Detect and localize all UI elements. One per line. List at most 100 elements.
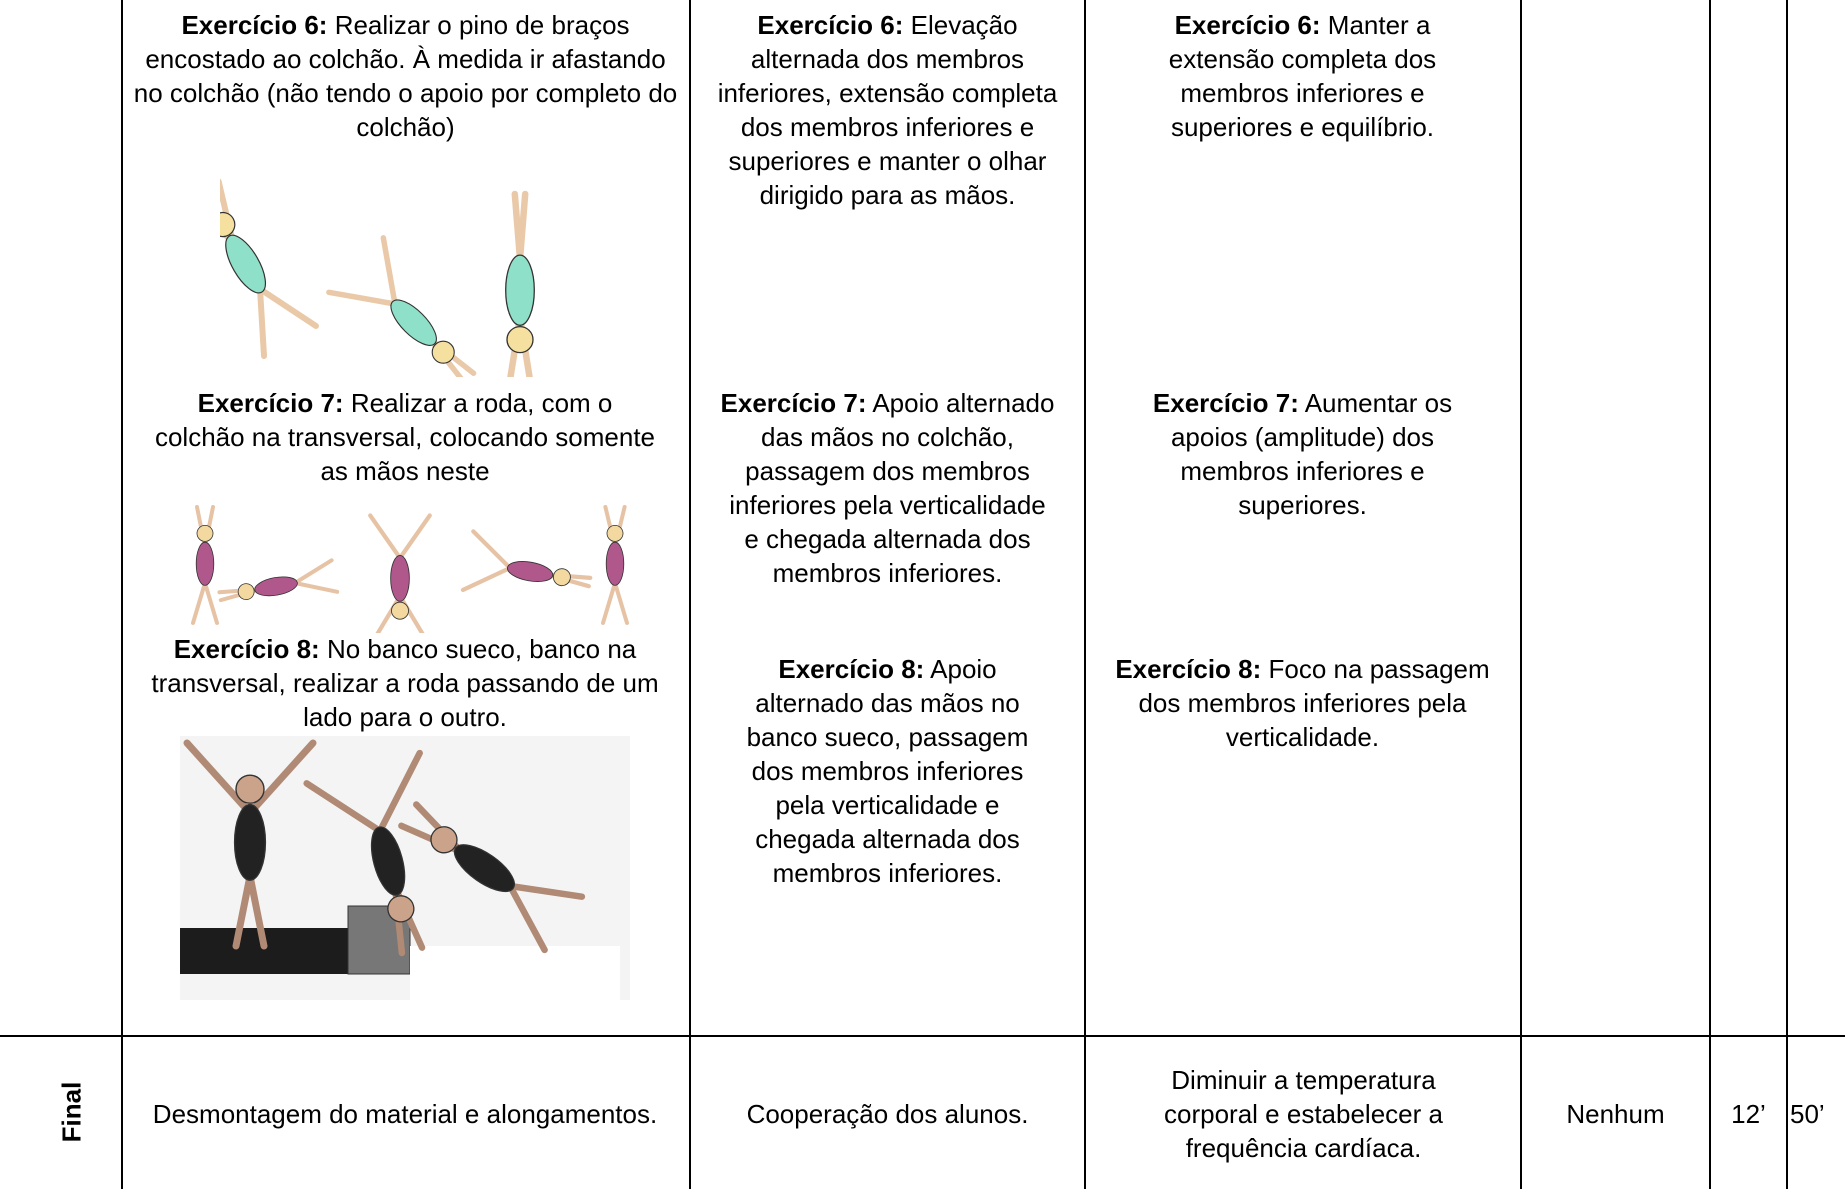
criteria-text: Exercício 6: Elevação alternada dos memb… — [700, 8, 1075, 212]
illustration-shape — [380, 235, 398, 307]
illustration-shape — [505, 190, 535, 377]
text: Elevação alternada dos membros inferiore… — [717, 10, 1058, 210]
text: Foco na passagem dos membros inferiores … — [1138, 654, 1490, 752]
illustration-shape — [233, 803, 267, 881]
column-border — [1084, 0, 1086, 1189]
column-border — [121, 0, 123, 1189]
text: Cooperação dos alunos. — [746, 1098, 1029, 1129]
illustration-shape — [460, 565, 513, 593]
illustration-shape — [180, 928, 380, 974]
illustration-shape — [511, 190, 524, 263]
illustration-shape — [453, 844, 515, 893]
illustration-shape — [195, 541, 215, 586]
illustration-shape — [398, 801, 586, 954]
text: 12’ — [1731, 1098, 1766, 1129]
illustration-shape — [506, 882, 548, 954]
criteria-text: Exercício 7: Apoio alternado das mãos no… — [720, 386, 1055, 590]
illustration-shape — [246, 872, 268, 950]
illustration-shape — [326, 289, 398, 307]
exercise-illustration — [220, 178, 535, 377]
criteria-text: Cooperação dos alunos. — [691, 1038, 1084, 1189]
illustration-shape — [220, 211, 236, 238]
phase-label: Final — [56, 1081, 87, 1143]
illustration-shape — [506, 325, 534, 354]
task-text: Exercício 8: No banco sueco, banco na tr… — [135, 632, 675, 734]
label: Exercício 6: — [1174, 10, 1321, 40]
label: Exercício 7: — [197, 388, 344, 418]
label: Exercício 6: — [181, 10, 328, 40]
text: Apoio alternado das mãos no colchão, pas… — [729, 388, 1055, 588]
text: Desmontagem do material e alongamentos. — [152, 1098, 658, 1129]
illustration-shape — [183, 739, 317, 950]
illustration-shape — [183, 739, 254, 817]
illustration-shape — [368, 513, 432, 633]
illustration-shape — [387, 895, 415, 923]
label: Exercício 6: — [757, 10, 904, 40]
task-text: Exercício 7: Realizar a roda, com o colc… — [150, 386, 660, 488]
illustration-shape — [256, 285, 319, 329]
illustration-shape — [507, 561, 554, 583]
text: Nenhum — [1566, 1098, 1665, 1129]
text: 50’ — [1790, 1098, 1825, 1129]
column-border — [1520, 0, 1522, 1189]
illustration-shape — [303, 749, 426, 957]
illustration-shape — [391, 601, 409, 620]
text: Aumentar os apoios (amplitude) dos membr… — [1170, 388, 1453, 520]
illustration-shape — [326, 235, 477, 377]
exercise-photo — [180, 736, 630, 1000]
text: Apoio alternado das mãos no banco sueco,… — [746, 654, 1029, 888]
illustration-shape — [460, 529, 593, 593]
task-text: Desmontagem do material e alongamentos. — [150, 1038, 660, 1189]
label: Exercício 8: — [778, 654, 925, 684]
illustration-shape — [390, 299, 437, 346]
illustration-shape — [552, 568, 571, 587]
column-border — [1786, 0, 1788, 1189]
total-time-text: 50’ — [1788, 1038, 1845, 1189]
objective-text: Exercício 7: Aumentar os apoios (amplitu… — [1125, 386, 1480, 522]
illustration-shape — [220, 178, 319, 359]
illustration-shape — [202, 580, 220, 626]
illustration-shape — [292, 580, 340, 594]
column-border — [689, 0, 691, 1189]
illustration-shape — [605, 541, 625, 586]
illustration-shape — [225, 234, 267, 294]
illustration-shape — [254, 576, 298, 597]
illustration-shape — [397, 513, 432, 561]
illustration-shape — [232, 872, 254, 950]
illustration-shape — [237, 583, 255, 601]
task-text: Exercício 6: Realizar o pino de braços e… — [128, 8, 683, 144]
material-text: Nenhum — [1522, 1038, 1709, 1189]
illustration-shape — [390, 555, 410, 602]
text: Realizar a roda, com o colchão na transv… — [154, 388, 656, 486]
illustration-shape — [410, 946, 620, 1000]
illustration-shape — [190, 580, 208, 626]
objective-text: Exercício 6: Manter a extensão completa … — [1130, 8, 1475, 144]
objective-text: Diminuir a temperatura corporal e estabe… — [1126, 1038, 1481, 1189]
illustration-shape — [430, 826, 458, 854]
text: Realizar o pino de braços encostado ao c… — [133, 10, 678, 142]
illustration-shape — [217, 558, 340, 603]
label: Exercício 7: — [720, 388, 867, 418]
illustration-shape — [606, 524, 624, 542]
exercise-illustration — [190, 504, 630, 633]
text: Diminuir a temperatura corporal e estabe… — [1164, 1064, 1443, 1163]
illustration-shape — [506, 882, 586, 900]
illustration-shape — [292, 558, 334, 586]
label: Exercício 8: — [173, 634, 320, 664]
illustration-shape — [612, 580, 630, 626]
text: No banco sueco, banco na transversal, re… — [151, 634, 659, 732]
illustration-shape — [256, 285, 268, 359]
label: Exercício 8: — [1115, 654, 1262, 684]
illustration-shape — [505, 254, 535, 326]
text: Manter a extensão completa dos membros i… — [1168, 10, 1437, 142]
illustration-shape — [235, 774, 265, 804]
column-border — [1709, 0, 1711, 1189]
illustration-shape — [600, 580, 618, 626]
label: Exercício 7: — [1152, 388, 1299, 418]
illustration-shape — [471, 529, 513, 571]
illustration-shape — [190, 504, 220, 626]
illustration-shape — [196, 524, 214, 542]
objective-text: Exercício 8: Foco na passagem dos membro… — [1110, 652, 1495, 754]
illustration-shape — [368, 513, 403, 561]
